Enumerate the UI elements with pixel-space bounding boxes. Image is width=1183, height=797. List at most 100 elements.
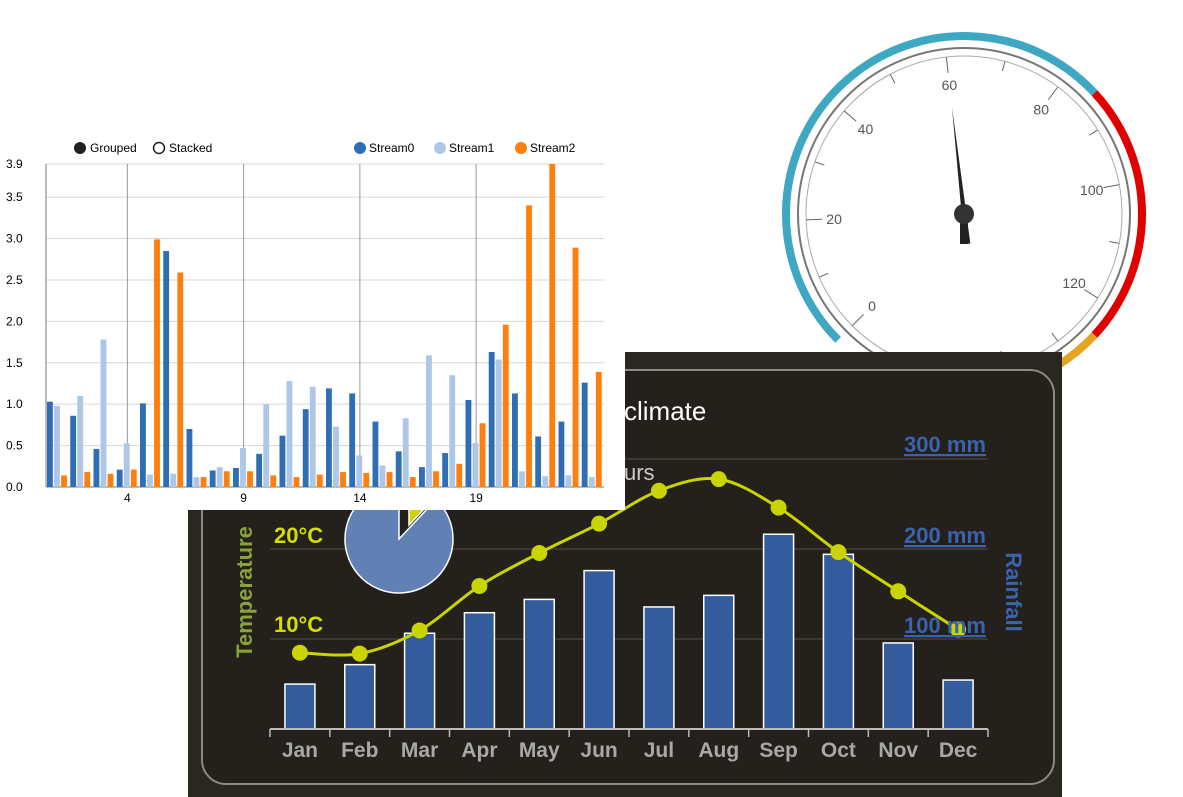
rainfall-bar[interactable]	[703, 594, 735, 730]
bar-stream2[interactable]	[130, 469, 137, 487]
bar-stream0[interactable]	[209, 470, 216, 487]
rainfall-bar[interactable]	[403, 632, 436, 730]
bar-stream2[interactable]	[154, 239, 160, 487]
bar-stream0[interactable]	[581, 382, 588, 487]
bar-stream1[interactable]	[309, 386, 316, 487]
bar-stream2[interactable]	[223, 471, 230, 487]
temperature-point[interactable]	[650, 482, 667, 499]
bar-stream0[interactable]	[558, 421, 565, 487]
bar-stream2[interactable]	[595, 371, 602, 487]
bar-stream1[interactable]	[77, 395, 84, 487]
bar-stream1[interactable]	[402, 418, 409, 487]
bar-stream1[interactable]	[426, 355, 432, 487]
temperature-point[interactable]	[411, 622, 428, 639]
bar-stream1[interactable]	[54, 405, 60, 487]
bar-stream1[interactable]	[263, 404, 270, 487]
bar-stream1[interactable]	[472, 443, 479, 487]
bar-stream0[interactable]	[163, 250, 170, 487]
bar-stream1[interactable]	[333, 426, 339, 487]
temperature-point[interactable]	[950, 621, 967, 638]
temperature-point[interactable]	[591, 515, 608, 532]
bar-stream2[interactable]	[549, 164, 556, 487]
bar-stream0[interactable]	[349, 393, 356, 487]
bar-stream0[interactable]	[419, 467, 425, 487]
temperature-point[interactable]	[531, 545, 548, 562]
rainfall-bar[interactable]	[344, 663, 376, 730]
bar-stream1[interactable]	[100, 339, 107, 487]
rainfall-bar[interactable]	[882, 642, 914, 730]
temperature-point[interactable]	[471, 577, 488, 594]
rainfall-bar[interactable]	[942, 679, 974, 730]
bar-stream2[interactable]	[502, 324, 509, 487]
bar-stream0[interactable]	[93, 448, 100, 487]
rainfall-bar[interactable]	[284, 683, 316, 730]
bar-stream0[interactable]	[70, 415, 77, 487]
bar-stream1[interactable]	[565, 475, 572, 487]
bar-stream2[interactable]	[572, 247, 579, 487]
bar-stream0[interactable]	[488, 352, 495, 487]
temperature-point[interactable]	[710, 471, 727, 488]
bar-stream2[interactable]	[84, 472, 91, 487]
bar-stream0[interactable]	[279, 435, 286, 487]
bar-stream1[interactable]	[286, 380, 293, 487]
bar-stream1[interactable]	[123, 443, 130, 487]
bar-stream1[interactable]	[495, 359, 502, 487]
bar-stream2[interactable]	[479, 423, 486, 487]
bar-stream2[interactable]	[293, 477, 300, 487]
bar-stream0[interactable]	[326, 388, 332, 487]
bar-stream1[interactable]	[379, 465, 386, 487]
temperature-point[interactable]	[830, 544, 847, 561]
bar-stream1[interactable]	[542, 476, 549, 487]
bar-stream1[interactable]	[449, 375, 456, 487]
bar-stream1[interactable]	[240, 448, 246, 487]
bar-stream2[interactable]	[247, 471, 253, 487]
bar-stream2[interactable]	[386, 472, 393, 487]
bar-stream2[interactable]	[270, 475, 277, 487]
bar-stream0[interactable]	[140, 403, 146, 487]
bar-stream0[interactable]	[256, 453, 263, 487]
legend-stream2[interactable]: Stream2	[515, 141, 576, 155]
bar-stream0[interactable]	[116, 469, 123, 487]
bar-stream1[interactable]	[519, 471, 525, 487]
bar-stream2[interactable]	[200, 477, 207, 487]
bar-stream2[interactable]	[456, 463, 463, 487]
bar-stream0[interactable]	[465, 400, 472, 487]
temperature-point[interactable]	[770, 499, 787, 516]
temperature-point[interactable]	[291, 644, 308, 661]
bar-stream2[interactable]	[409, 477, 416, 487]
rainfall-bar[interactable]	[643, 606, 675, 730]
temperature-point[interactable]	[351, 645, 368, 662]
bar-stream2[interactable]	[177, 272, 184, 487]
legend-stream0[interactable]: Stream0	[354, 141, 415, 155]
bar-stream2[interactable]	[363, 472, 370, 487]
bar-stream1[interactable]	[216, 467, 223, 487]
bar-stream0[interactable]	[47, 401, 53, 487]
bar-stream1[interactable]	[170, 473, 177, 487]
bar-stream2[interactable]	[340, 472, 346, 487]
bar-stream2[interactable]	[316, 474, 323, 487]
rainfall-bar[interactable]	[583, 569, 615, 730]
legend-grouped[interactable]: Grouped	[74, 141, 137, 155]
legend-stream1[interactable]: Stream1	[434, 141, 495, 155]
bar-stream1[interactable]	[356, 455, 363, 487]
bar-stream0[interactable]	[535, 436, 542, 487]
bar-stream2[interactable]	[433, 471, 439, 487]
bar-stream0[interactable]	[395, 451, 402, 487]
bar-stream2[interactable]	[61, 475, 67, 487]
rainfall-bar[interactable]	[822, 553, 855, 730]
bar-stream0[interactable]	[233, 467, 239, 487]
bar-stream0[interactable]	[302, 409, 309, 487]
bar-stream0[interactable]	[512, 393, 518, 487]
bar-stream1[interactable]	[147, 474, 153, 487]
rainfall-bar[interactable]	[762, 533, 795, 730]
bar-stream1[interactable]	[588, 477, 595, 487]
bar-stream0[interactable]	[186, 429, 193, 487]
bar-stream2[interactable]	[107, 473, 114, 487]
legend-stacked[interactable]: Stacked	[152, 141, 213, 155]
rainfall-bar[interactable]	[463, 611, 496, 730]
bar-stream0[interactable]	[372, 421, 379, 487]
bar-stream1[interactable]	[193, 477, 200, 487]
bar-stream2[interactable]	[526, 205, 532, 487]
temperature-point[interactable]	[890, 583, 907, 600]
rainfall-bar[interactable]	[523, 598, 555, 730]
